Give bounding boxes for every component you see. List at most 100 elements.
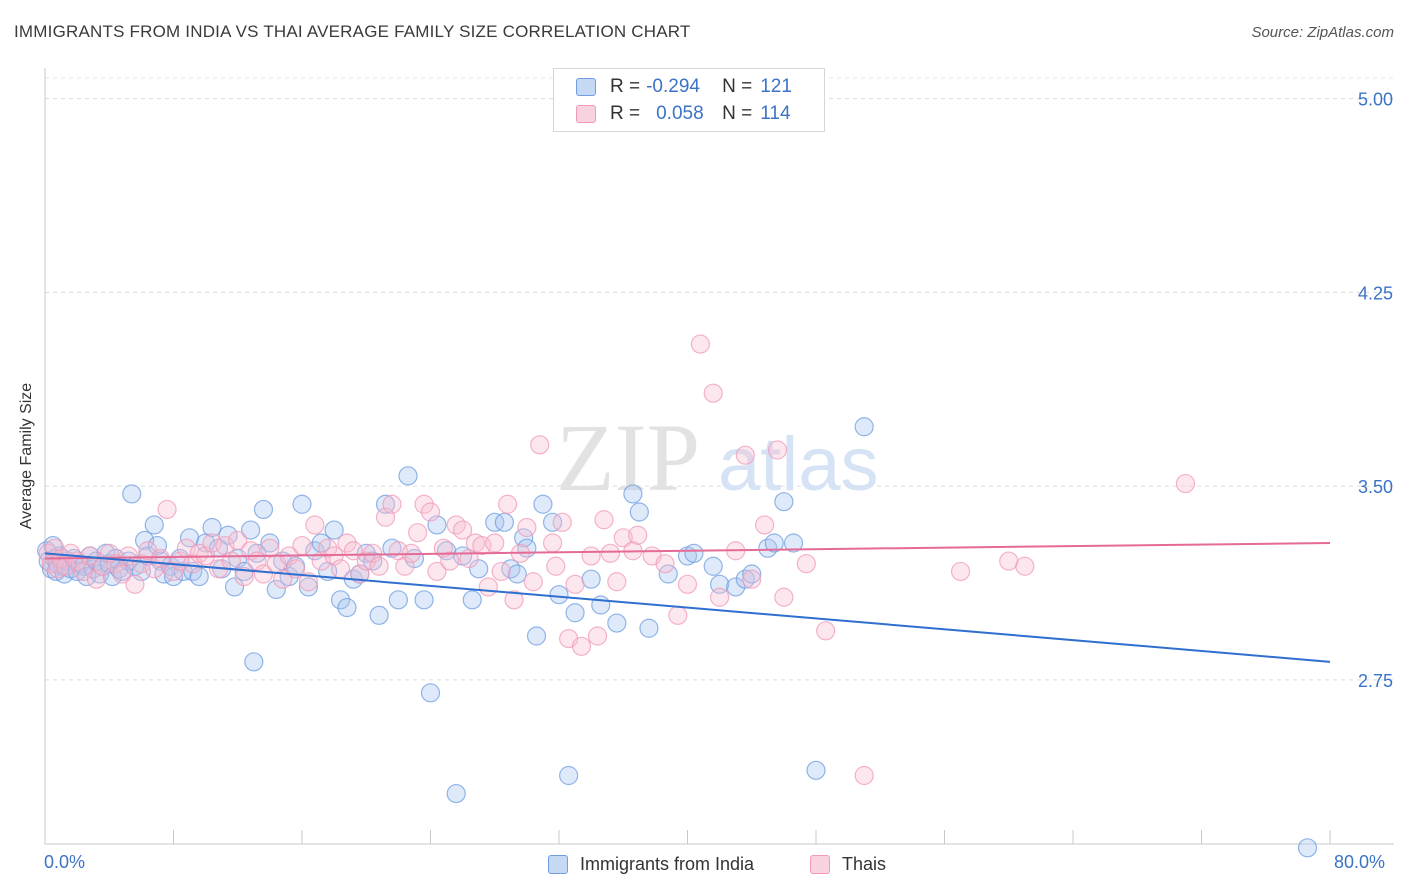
- source-label: Source: ZipAtlas.com: [1251, 24, 1394, 41]
- data-point: [388, 590, 408, 610]
- bottom-legend-swatch-thais: [810, 854, 830, 874]
- data-point: [363, 551, 383, 571]
- data-point: [504, 590, 524, 610]
- legend-swatch-thais: [576, 105, 596, 123]
- data-point: [690, 334, 710, 354]
- data-point: [655, 554, 675, 574]
- data-point: [446, 783, 466, 804]
- data-point: [549, 585, 569, 605]
- data-point: [658, 564, 678, 584]
- data-point: [591, 595, 611, 615]
- data-point: [241, 520, 261, 540]
- data-point: [735, 445, 755, 465]
- data-point: [125, 574, 145, 594]
- data-point: [587, 626, 608, 646]
- legend-n-label: N =: [722, 76, 753, 97]
- data-point: [546, 556, 566, 576]
- data-point: [565, 574, 585, 594]
- watermark: ZIP atlas: [556, 404, 879, 511]
- data-point: [774, 492, 794, 512]
- y-tick-label: 4.25: [1358, 283, 1393, 303]
- data-point: [526, 626, 547, 646]
- data-point: [517, 517, 537, 538]
- data-point: [453, 520, 473, 540]
- data-point: [298, 577, 319, 597]
- data-point: [414, 494, 434, 514]
- data-point: [523, 572, 543, 592]
- legend-n-value: 114: [760, 103, 791, 124]
- data-point: [999, 551, 1019, 571]
- data-point: [134, 530, 155, 551]
- data-point: [742, 564, 762, 584]
- data-point: [218, 525, 238, 545]
- data-point: [369, 556, 389, 576]
- data-point: [420, 683, 441, 703]
- data-point: [639, 618, 659, 638]
- data-point: [594, 510, 614, 530]
- data-point: [607, 572, 627, 592]
- legend-n-value: 121: [760, 76, 792, 97]
- legend-r-value: -0.294: [646, 76, 700, 97]
- data-point: [318, 538, 338, 558]
- data-point: [581, 546, 601, 566]
- data-point: [623, 484, 643, 504]
- data-point: [253, 564, 274, 584]
- data-point: [600, 543, 621, 563]
- data-point: [305, 515, 325, 535]
- data-point: [224, 577, 245, 597]
- data-point: [398, 466, 418, 486]
- data-point: [806, 760, 826, 780]
- data-point: [628, 525, 648, 545]
- data-point: [1175, 473, 1196, 494]
- data-point: [462, 590, 482, 610]
- data-point: [157, 499, 177, 520]
- data-point: [767, 440, 788, 460]
- data-point: [854, 765, 874, 786]
- data-point: [629, 502, 649, 522]
- data-point: [607, 613, 627, 633]
- data-point: [774, 587, 794, 607]
- data-point: [668, 605, 688, 625]
- data-point: [112, 564, 132, 584]
- data-point: [337, 533, 357, 553]
- data-point: [330, 590, 351, 610]
- trend-line-india: [44, 552, 1331, 663]
- data-point: [1015, 556, 1035, 576]
- data-point: [253, 499, 274, 520]
- y-tick-labels: 2.75 3.50 4.25 5.00: [1358, 90, 1393, 691]
- data-point: [533, 494, 553, 514]
- data-point: [514, 528, 534, 548]
- data-point: [559, 765, 579, 786]
- legend-r-value: 0.058: [656, 103, 704, 124]
- data-point: [122, 484, 142, 504]
- data-point: [742, 569, 762, 589]
- data-point: [726, 577, 746, 597]
- data-point: [491, 561, 511, 582]
- legend-row-thais: R = 0.058 N = 114: [576, 102, 791, 126]
- data-point: [552, 512, 572, 532]
- data-point: [292, 494, 312, 514]
- bottom-legend-india: Immigrants from India: [548, 851, 754, 877]
- data-point: [677, 574, 698, 594]
- data-point: [565, 603, 585, 623]
- data-point: [266, 579, 286, 600]
- data-point: [414, 590, 434, 610]
- bottom-legend-thais: Thais: [810, 851, 886, 877]
- data-point: [542, 512, 563, 532]
- data-point: [507, 564, 527, 584]
- data-point: [67, 561, 87, 582]
- data-point: [735, 569, 755, 589]
- data-point: [260, 533, 280, 553]
- data-point: [613, 528, 633, 548]
- data-point: [581, 569, 601, 589]
- legend-n-label: N =: [722, 103, 753, 124]
- axes: [44, 68, 1394, 845]
- data-point: [485, 533, 505, 553]
- data-point: [783, 533, 804, 553]
- data-point: [542, 533, 563, 553]
- data-point: [330, 559, 351, 579]
- data-point: [498, 494, 518, 514]
- data-point: [382, 494, 402, 514]
- bottom-legend-swatch-india: [548, 854, 568, 874]
